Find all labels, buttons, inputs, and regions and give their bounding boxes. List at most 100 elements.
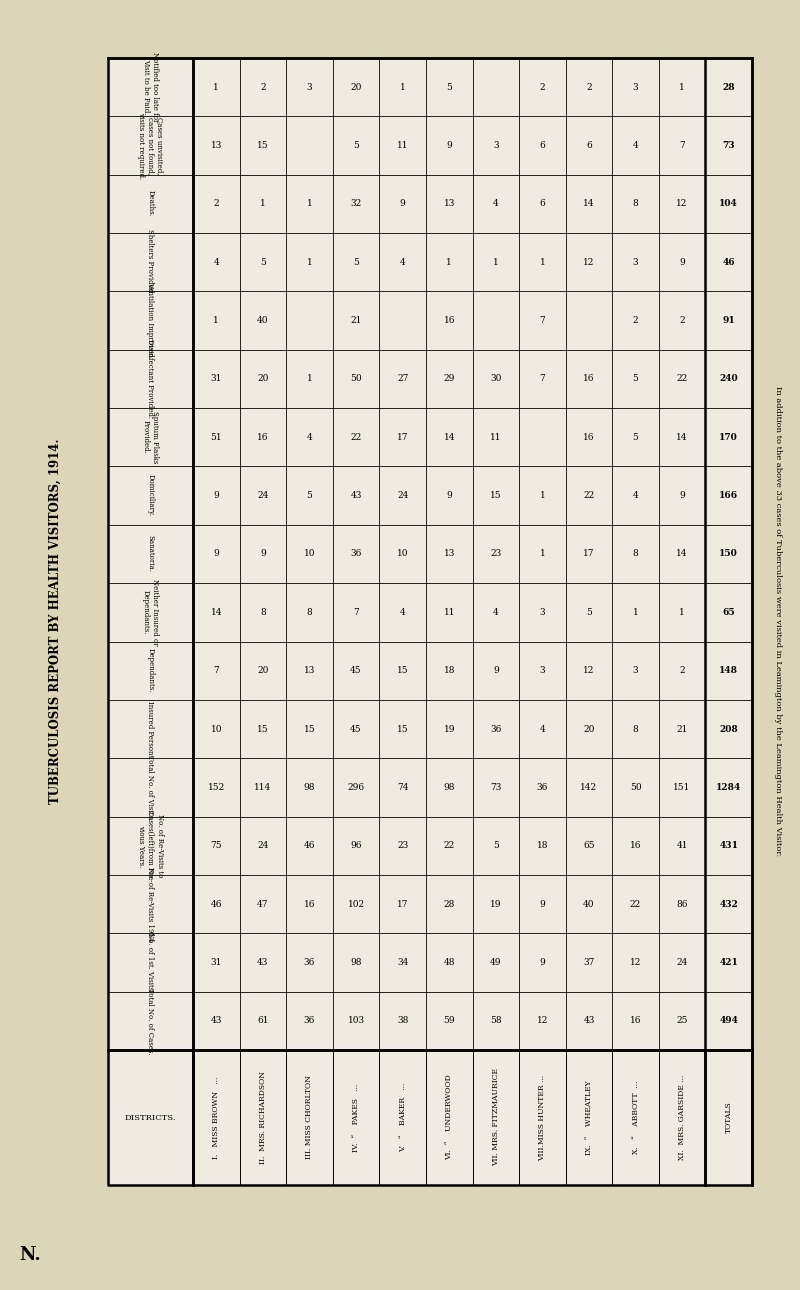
Text: 3: 3 xyxy=(539,608,545,617)
Text: 2: 2 xyxy=(679,666,685,675)
Text: 15: 15 xyxy=(257,141,269,150)
Text: IV.  “    PAKES   ...: IV. “ PAKES ... xyxy=(352,1084,360,1152)
Text: VI.  “    UNDERWOOD: VI. “ UNDERWOOD xyxy=(446,1075,454,1161)
Text: 46: 46 xyxy=(210,899,222,908)
Text: 9: 9 xyxy=(214,491,219,501)
Text: 1: 1 xyxy=(306,374,312,383)
Text: 10: 10 xyxy=(210,725,222,734)
Text: IX.  “    WHEATLEY: IX. “ WHEATLEY xyxy=(585,1080,593,1155)
Text: 47: 47 xyxy=(257,899,269,908)
Text: 16: 16 xyxy=(583,432,594,441)
Text: 40: 40 xyxy=(257,316,269,325)
Text: 5: 5 xyxy=(260,258,266,267)
Text: 1: 1 xyxy=(306,258,312,267)
Text: 4: 4 xyxy=(633,141,638,150)
Text: 28: 28 xyxy=(443,899,455,908)
Text: 12: 12 xyxy=(583,666,594,675)
Text: 1: 1 xyxy=(306,200,312,209)
Text: 3: 3 xyxy=(633,83,638,92)
Text: 50: 50 xyxy=(350,374,362,383)
Text: 16: 16 xyxy=(583,374,594,383)
Text: 23: 23 xyxy=(397,841,408,850)
Text: In addition to the above 33 cases of Tuberculosis were visited in Leamington by : In addition to the above 33 cases of Tub… xyxy=(774,387,782,857)
Text: Notified too late for
Visit to be Paid.: Notified too late for Visit to be Paid. xyxy=(142,52,159,123)
Text: 9: 9 xyxy=(679,491,685,501)
Text: 142: 142 xyxy=(580,783,598,792)
Text: 10: 10 xyxy=(304,550,315,559)
Text: 48: 48 xyxy=(443,958,455,968)
Text: Total No. of Visits.: Total No. of Visits. xyxy=(146,755,154,820)
Text: 3: 3 xyxy=(633,258,638,267)
Text: 3: 3 xyxy=(539,666,545,675)
Text: 16: 16 xyxy=(630,841,642,850)
Text: 12: 12 xyxy=(630,958,642,968)
Text: 46: 46 xyxy=(304,841,315,850)
Text: 7: 7 xyxy=(353,608,359,617)
Text: 96: 96 xyxy=(350,841,362,850)
Text: 14: 14 xyxy=(210,608,222,617)
Text: 20: 20 xyxy=(257,374,269,383)
Text: 7: 7 xyxy=(539,374,546,383)
Text: 1: 1 xyxy=(260,200,266,209)
Text: 15: 15 xyxy=(490,491,502,501)
Text: 20: 20 xyxy=(257,666,269,675)
Text: 41: 41 xyxy=(676,841,688,850)
Text: 103: 103 xyxy=(347,1017,365,1026)
Text: 9: 9 xyxy=(679,258,685,267)
Text: 2: 2 xyxy=(633,316,638,325)
Text: 24: 24 xyxy=(257,841,269,850)
Text: 32: 32 xyxy=(350,200,362,209)
Text: 24: 24 xyxy=(257,491,269,501)
Text: Shelters Provided.: Shelters Provided. xyxy=(146,230,154,295)
Text: 73: 73 xyxy=(490,783,502,792)
Text: 40: 40 xyxy=(583,899,594,908)
Text: 4: 4 xyxy=(400,608,406,617)
Text: 18: 18 xyxy=(443,666,455,675)
Text: 22: 22 xyxy=(630,899,641,908)
Text: Ventilation Improved.: Ventilation Improved. xyxy=(146,283,154,359)
Text: TOTALS: TOTALS xyxy=(725,1102,733,1134)
Text: 74: 74 xyxy=(397,783,408,792)
Text: 22: 22 xyxy=(583,491,594,501)
Text: 18: 18 xyxy=(537,841,548,850)
Text: 102: 102 xyxy=(347,899,365,908)
Text: 16: 16 xyxy=(630,1017,642,1026)
Text: 17: 17 xyxy=(397,899,408,908)
Text: II.  MRS. RICHARDSON: II. MRS. RICHARDSON xyxy=(259,1071,267,1164)
Text: XI.  MRS. GARSIDE ...: XI. MRS. GARSIDE ... xyxy=(678,1075,686,1160)
Text: 6: 6 xyxy=(586,141,592,150)
Text: 8: 8 xyxy=(260,608,266,617)
Text: 11: 11 xyxy=(397,141,408,150)
Text: 5: 5 xyxy=(493,841,498,850)
Text: Deaths.: Deaths. xyxy=(146,191,154,217)
Text: No. of Re-Visits to
Cases(left)from Pre-
vious Years.: No. of Re-Visits to Cases(left)from Pre-… xyxy=(138,810,164,881)
Text: 14: 14 xyxy=(583,200,594,209)
Text: 17: 17 xyxy=(583,550,594,559)
Text: 2: 2 xyxy=(586,83,592,92)
Text: 36: 36 xyxy=(350,550,362,559)
Text: 19: 19 xyxy=(443,725,455,734)
Text: I.   MISS BROWN   ...: I. MISS BROWN ... xyxy=(212,1076,220,1158)
Text: 34: 34 xyxy=(397,958,408,968)
Text: 1: 1 xyxy=(214,83,219,92)
Text: 31: 31 xyxy=(210,374,222,383)
Text: 6: 6 xyxy=(539,200,546,209)
Text: 65: 65 xyxy=(583,841,594,850)
Text: 4: 4 xyxy=(493,608,498,617)
Text: 7: 7 xyxy=(539,316,546,325)
Text: 9: 9 xyxy=(539,899,546,908)
Text: 5: 5 xyxy=(353,141,359,150)
Text: 5: 5 xyxy=(633,374,638,383)
Text: 21: 21 xyxy=(677,725,688,734)
Text: TUBERCULOSIS REPORT BY HEALTH VISITORS, 1914.: TUBERCULOSIS REPORT BY HEALTH VISITORS, … xyxy=(49,439,62,804)
Text: 104: 104 xyxy=(719,200,738,209)
Text: Dependants.: Dependants. xyxy=(146,649,154,693)
Text: 9: 9 xyxy=(260,550,266,559)
Text: 151: 151 xyxy=(674,783,691,792)
Text: Cases unvisited,
cases not found,
visits not required.: Cases unvisited, cases not found, visits… xyxy=(138,112,164,179)
Text: 19: 19 xyxy=(490,899,502,908)
Text: 36: 36 xyxy=(304,1017,315,1026)
Text: 50: 50 xyxy=(630,783,642,792)
Text: 5: 5 xyxy=(446,83,452,92)
Text: 22: 22 xyxy=(350,432,362,441)
